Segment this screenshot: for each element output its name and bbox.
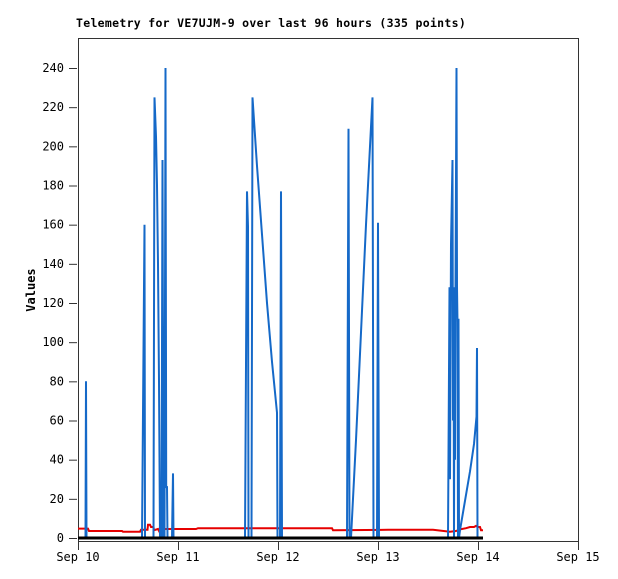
y-tick-label: 160 (42, 218, 64, 232)
y-tick-label: 240 (42, 61, 64, 75)
chart-title: Telemetry for VE7UJM-9 over last 96 hour… (76, 16, 467, 30)
y-tick-label: 60 (50, 414, 64, 428)
y-tick-label: 220 (42, 100, 64, 114)
y-tick-label: 20 (50, 492, 64, 506)
y-tick-label: 120 (42, 296, 64, 310)
y-tick-label: 100 (42, 335, 64, 349)
plot-border (78, 38, 579, 542)
series-channel-blue (81, 67, 480, 539)
y-axis-label: Values (24, 268, 38, 312)
x-tick-label: Sep 14 (456, 550, 499, 564)
x-tick-label: Sep 13 (356, 550, 399, 564)
series-channel-red (78, 523, 483, 534)
y-tick-label: 0 (57, 531, 64, 545)
x-tick-label: Sep 11 (156, 550, 199, 564)
x-tick-label: Sep 12 (256, 550, 299, 564)
x-tick-label: Sep 15 (556, 550, 599, 564)
y-tick-label: 200 (42, 139, 64, 153)
y-tick-label: 80 (50, 374, 64, 388)
x-tick-label: Sep 10 (56, 550, 99, 564)
y-tick-label: 140 (42, 257, 64, 271)
y-tick-label: 40 (50, 453, 64, 467)
y-tick-label: 180 (42, 179, 64, 193)
